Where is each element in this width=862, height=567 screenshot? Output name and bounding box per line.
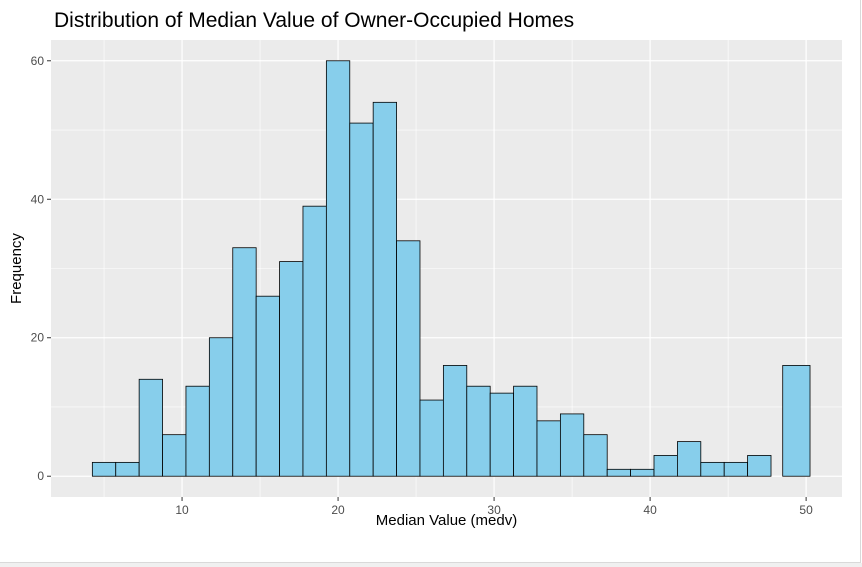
x-tick-label: 20 bbox=[331, 503, 345, 517]
histogram-bar bbox=[782, 365, 811, 477]
histogram-bar bbox=[466, 385, 491, 477]
histogram-bar bbox=[677, 441, 702, 477]
x-axis-title: Median Value (medv) bbox=[376, 512, 517, 529]
bars bbox=[91, 60, 811, 477]
histogram-bar bbox=[653, 455, 678, 477]
histogram-bar bbox=[630, 468, 655, 477]
histogram-bar bbox=[536, 420, 561, 477]
histogram-bar bbox=[138, 378, 163, 477]
y-tick-label: 60 bbox=[31, 54, 45, 68]
x-tick-label: 50 bbox=[799, 503, 813, 517]
y-axis-title: Frequency bbox=[8, 233, 25, 304]
histogram-bar bbox=[91, 461, 117, 477]
x-tick-label: 40 bbox=[643, 503, 657, 517]
bottom-strip bbox=[0, 563, 862, 567]
histogram-bar bbox=[279, 261, 304, 477]
histogram-bar bbox=[583, 434, 608, 477]
histogram-bar bbox=[372, 101, 397, 477]
histogram-bar bbox=[442, 365, 468, 477]
histogram-bar bbox=[302, 205, 327, 477]
histogram-bar bbox=[513, 385, 538, 477]
histogram-bar bbox=[606, 468, 631, 477]
histogram-bar bbox=[723, 461, 749, 477]
y-axis: 0 20 40 60 bbox=[31, 54, 51, 483]
histogram-bar bbox=[396, 240, 421, 477]
histogram-bar bbox=[255, 295, 280, 477]
y-tick-label: 40 bbox=[31, 192, 45, 206]
histogram-bar bbox=[185, 385, 210, 477]
x-tick-label: 30 bbox=[487, 503, 501, 517]
histogram-bar bbox=[232, 247, 257, 477]
histogram-bar bbox=[349, 122, 374, 477]
histogram-bar bbox=[208, 337, 234, 477]
histogram-bar bbox=[489, 392, 514, 477]
x-axis: 10 20 30 40 50 bbox=[175, 497, 813, 517]
histogram-bar bbox=[747, 455, 772, 477]
x-tick-label: 10 bbox=[175, 503, 189, 517]
histogram-bar bbox=[325, 60, 351, 477]
y-tick-label: 20 bbox=[31, 331, 45, 345]
histogram-bar bbox=[700, 461, 725, 477]
histogram-bar bbox=[419, 399, 444, 477]
histogram-bar bbox=[559, 413, 585, 477]
histogram-bar bbox=[115, 461, 140, 477]
chart-title: Distribution of Median Value of Owner-Oc… bbox=[54, 9, 575, 32]
histogram-bar bbox=[162, 434, 187, 477]
y-tick-label: 0 bbox=[37, 469, 44, 483]
